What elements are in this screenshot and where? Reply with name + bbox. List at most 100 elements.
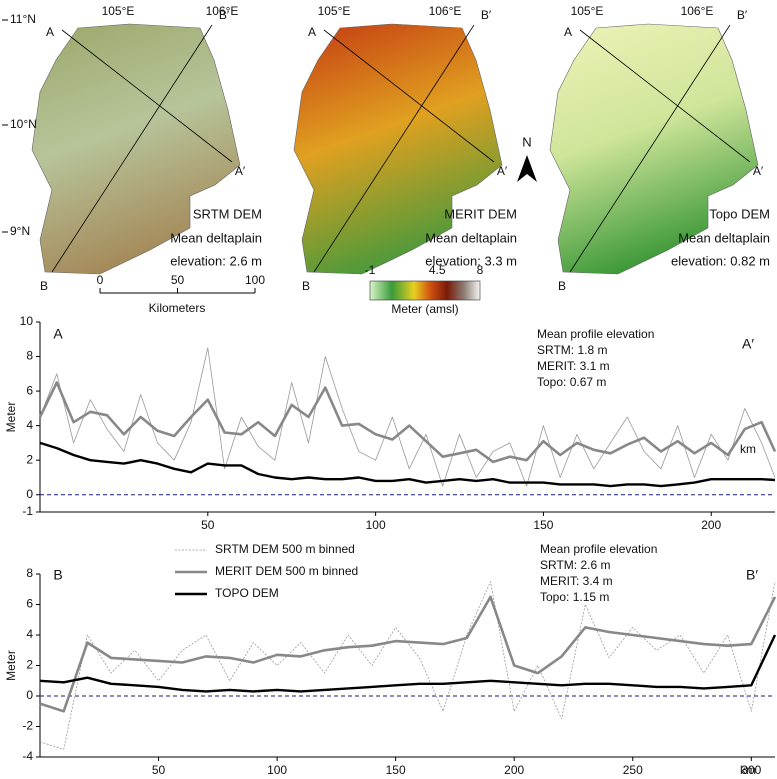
annotation: MERIT: 3.4 m [540,574,613,588]
lon-label: 106°E [206,4,239,18]
lon-label: 105°E [571,4,604,18]
lat-label: 11°N [10,12,36,26]
y-tick-label: -1 [22,504,33,518]
y-tick-label: -4 [22,749,33,763]
point-label: B [302,279,310,293]
y-tick-label: 6 [26,597,33,611]
delta-shape [31,23,241,275]
x-tick-label: 150 [533,518,553,532]
profile-line [39,347,776,487]
y-tick-label: 4 [26,418,33,432]
color-bar [369,280,481,301]
legend-label: SRTM DEM 500 m binned [215,542,355,556]
lon-label: 105°E [102,4,135,18]
lat-label: 10°N [10,117,37,131]
color-bar-tick: 8 [477,263,484,277]
point-label: A′ [235,164,246,178]
profile-line [39,581,776,750]
x-tick-label: 50 [201,518,215,532]
x-axis-label: km [740,442,756,456]
y-tick-label: 8 [26,349,33,363]
section-line [323,29,495,163]
map-note: elevation: 2.6 m [170,253,262,268]
map: MERIT DEM Mean deltaplain elevation: 3.3 m… [293,4,517,293]
north-arrow [517,155,537,182]
y-tick-label: 4 [26,627,33,641]
annotation: Topo: 1.15 m [540,590,609,604]
y-tick-label: 0 [26,487,33,501]
y-tick-label: 2 [26,452,33,466]
x-tick-label: 50 [152,763,166,777]
color-bar-tick: -1 [365,263,376,277]
profile-line [39,595,777,713]
x-tick-label: 100 [267,763,287,777]
legend-label: TOPO DEM [215,586,279,600]
point-label: A′ [497,164,508,178]
x-tick-label: 300 [741,763,761,777]
map: SRTM DEM Mean deltaplain elevation: 2.6 m 1… [31,4,262,293]
color-bar-label: Meter (amsl) [391,302,458,316]
point-label: A [46,25,54,39]
lat-label: 9°N [10,224,30,238]
legend-label: MERIT DEM 500 m binned [215,564,358,578]
point-label: A [308,25,316,39]
lon-label: 105°E [318,4,351,18]
y-tick-label: 0 [26,688,33,702]
profile-line [38,381,777,464]
map-title: SRTM DEM [193,206,262,221]
annotation: SRTM: 1.8 m [537,343,607,357]
annotation: MERIT: 3.1 m [537,359,610,373]
x-tick-label: 100 [366,518,386,532]
map-note: Mean deltaplain [425,230,517,245]
profile-line [39,634,777,693]
map-note: elevation: 3.3 m [425,253,517,268]
y-tick-label: 2 [26,658,33,672]
annotation: Mean profile elevation [540,542,657,556]
north-label: N [522,134,531,149]
lon-label: 106°E [681,4,714,18]
delta-shape [293,23,503,275]
y-axis-label: Meter [4,402,18,433]
x-tick-label: 250 [623,763,643,777]
point-label: B′ [481,8,492,22]
point-label: B [40,279,48,293]
map-note: Mean deltaplain [678,230,770,245]
scale-tick-label: 0 [97,273,104,287]
y-tick-label: 10 [20,314,34,328]
map-title: Topo DEM [709,206,770,221]
section-line [579,29,751,163]
map-title: MERIT DEM [444,206,517,221]
section-line [569,24,731,273]
x-tick-label: 200 [701,518,721,532]
map-note: elevation: 0.82 m [671,253,770,268]
section-line [51,24,213,273]
y-axis-label: Meter [4,650,18,681]
section-line [313,24,475,273]
map: Topo DEM Mean deltaplain elevation: 0.82 m… [549,4,770,293]
start-label: B [53,567,62,583]
start-label: A [53,326,63,342]
annotation: Topo: 0.67 m [537,375,606,389]
scale-label: Kilometers [149,301,206,315]
y-tick-label: 8 [26,566,33,580]
x-tick-label: 200 [504,763,524,777]
scale-tick-label: 50 [171,273,185,287]
point-label: B [558,279,566,293]
color-bar-tick: 4.5 [429,263,446,277]
x-axis-label: km [740,763,756,777]
y-tick-label: 6 [26,383,33,397]
point-label: B′ [219,8,230,22]
section-line [61,29,233,163]
point-label: A [564,25,572,39]
end-label: A′ [742,336,754,352]
end-label: B′ [746,567,758,583]
scale-tick-label: 100 [245,273,265,287]
profile-line [39,441,776,488]
point-label: B′ [737,8,748,22]
lon-label: 106°E [429,4,462,18]
x-tick-label: 150 [386,763,406,777]
annotation: Mean profile elevation [537,327,654,341]
point-label: A′ [753,164,764,178]
annotation: SRTM: 2.6 m [540,558,610,572]
